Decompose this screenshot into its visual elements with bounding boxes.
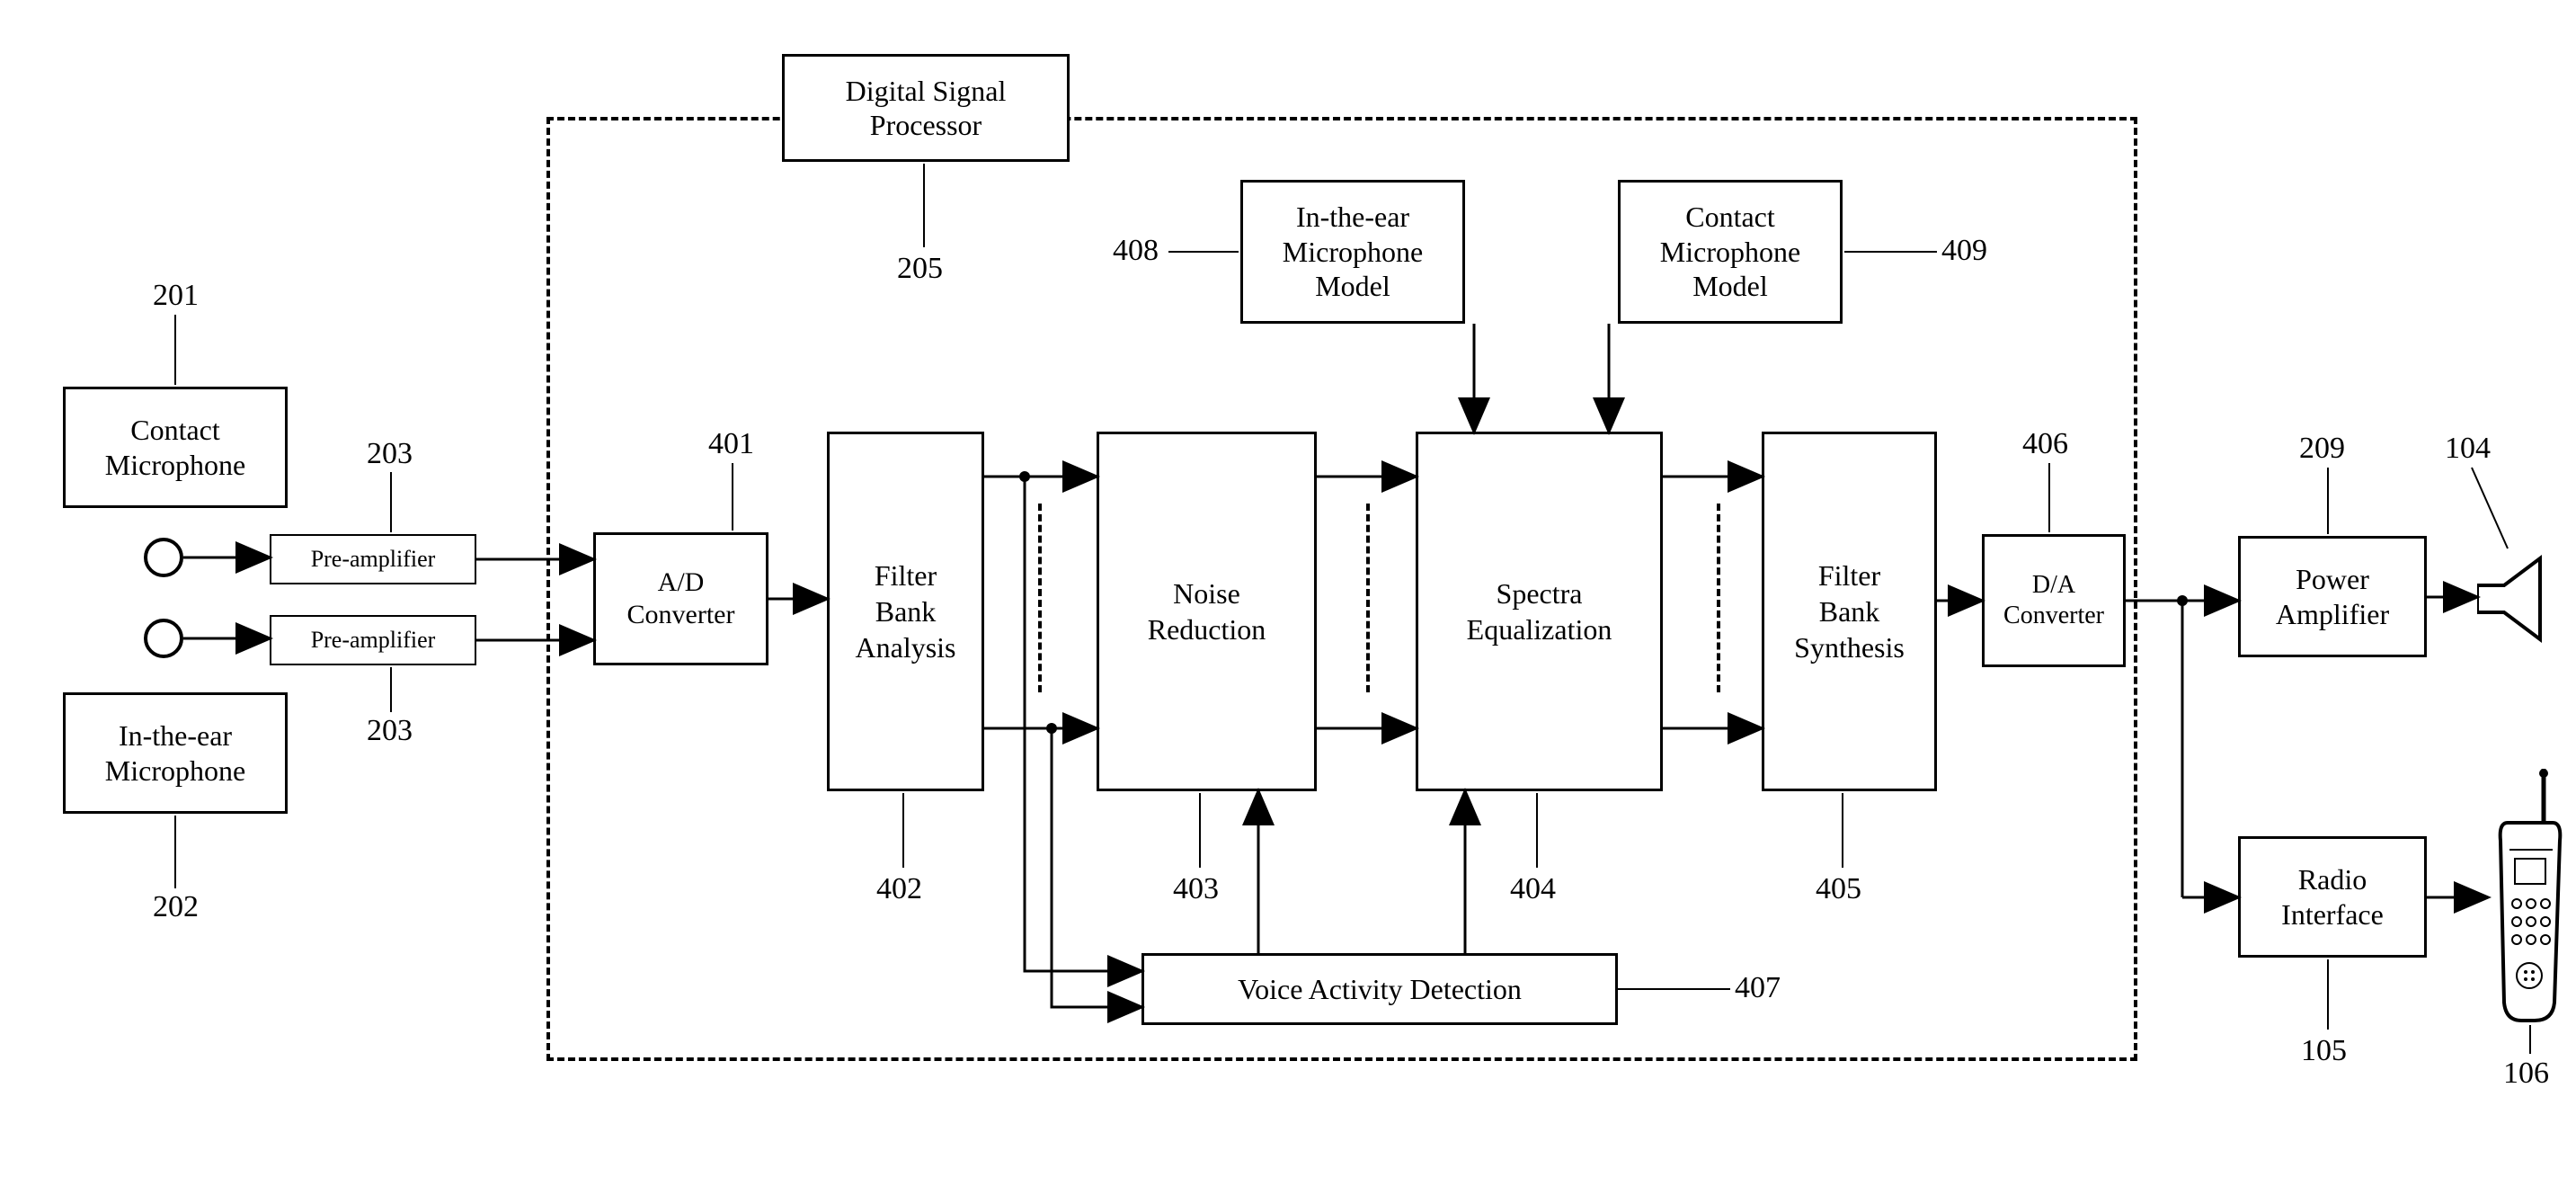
ref-203b: 203 [367, 714, 413, 748]
contact-model-block: ContactMicrophoneModel [1618, 180, 1843, 324]
ref-209: 209 [2299, 432, 2345, 466]
ref-407: 407 [1735, 971, 1781, 1005]
adc-block: A/DConverter [593, 532, 768, 665]
power-amp-block: PowerAmplifier [2238, 536, 2427, 657]
ref-205: 205 [897, 252, 943, 286]
seq-block: SpectraEqualization [1416, 432, 1663, 791]
in-ear-mic-block: In-the-earMicrophone [63, 692, 288, 814]
seq-text: SpectraEqualization [1467, 575, 1612, 647]
ref-409: 409 [1941, 234, 1987, 268]
ref-408: 408 [1113, 234, 1159, 268]
ref-404: 404 [1510, 872, 1556, 906]
ref-202: 202 [153, 890, 199, 924]
preamp2-text: Pre-amplifier [311, 627, 436, 654]
preamp1-text: Pre-amplifier [311, 546, 436, 573]
fbs-block: FilterBankSynthesis [1762, 432, 1937, 791]
vad-block: Voice Activity Detection [1141, 953, 1618, 1025]
ref-405: 405 [1816, 872, 1861, 906]
preamp2-block: Pre-amplifier [270, 615, 476, 665]
ref-104: 104 [2445, 432, 2491, 466]
mic2-icon [144, 619, 183, 658]
ref-402: 402 [876, 872, 922, 906]
ref-201: 201 [153, 279, 199, 313]
contact-model-text: ContactMicrophoneModel [1660, 200, 1800, 303]
speaker-icon [2477, 554, 2567, 644]
preamp1-block: Pre-amplifier [270, 534, 476, 584]
radio-icon [2490, 769, 2571, 1039]
contact-mic-block: ContactMicrophone [63, 387, 288, 508]
nr-text: NoiseReduction [1148, 575, 1266, 647]
fbs-text: FilterBankSynthesis [1794, 557, 1905, 665]
in-ear-model-block: In-the-earMicrophoneModel [1240, 180, 1465, 324]
contact-mic-text: ContactMicrophone [105, 413, 245, 482]
in-ear-mic-text: In-the-earMicrophone [105, 718, 245, 788]
dac-block: D/AConverter [1982, 534, 2126, 667]
vdash-3 [1717, 504, 1720, 692]
nr-block: NoiseReduction [1097, 432, 1317, 791]
ref-401: 401 [708, 427, 754, 461]
ref-203a: 203 [367, 437, 413, 471]
power-amp-text: PowerAmplifier [2276, 562, 2389, 631]
fba-text: FilterBankAnalysis [856, 557, 956, 665]
fba-block: FilterBankAnalysis [827, 432, 984, 791]
dsp-title-block: Digital SignalProcessor [782, 54, 1070, 162]
vdash-1 [1038, 504, 1042, 692]
vad-text: Voice Activity Detection [1238, 972, 1522, 1006]
dac-text: D/AConverter [2003, 570, 2104, 630]
mic1-icon [144, 538, 183, 577]
radio-if-text: RadioInterface [2281, 862, 2384, 932]
ref-406: 406 [2022, 427, 2068, 461]
in-ear-model-text: In-the-earMicrophoneModel [1283, 200, 1423, 303]
ref-403: 403 [1173, 872, 1219, 906]
adc-text: A/DConverter [627, 566, 735, 631]
dsp-title-text: Digital SignalProcessor [846, 74, 1007, 143]
ref-105: 105 [2301, 1034, 2347, 1068]
ref-106: 106 [2503, 1057, 2549, 1091]
vdash-2 [1366, 504, 1370, 692]
radio-if-block: RadioInterface [2238, 836, 2427, 958]
